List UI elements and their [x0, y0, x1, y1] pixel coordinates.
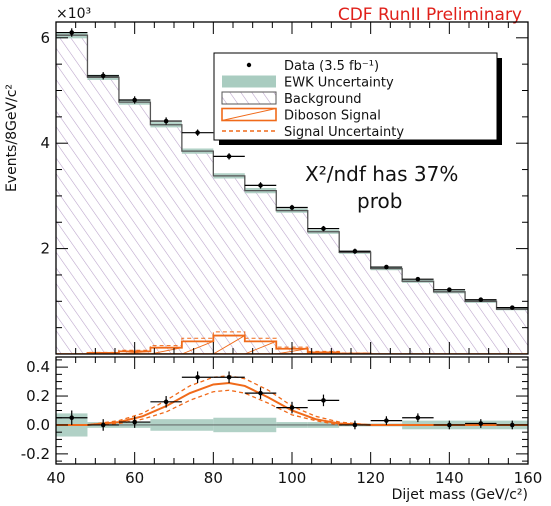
- x-tick-label: 60: [125, 469, 144, 487]
- background-outline: [56, 34, 528, 310]
- ratio-data-point: [352, 422, 358, 428]
- data-point: [100, 73, 106, 79]
- legend-hatch-symbol: [221, 91, 277, 105]
- legend-label: Background: [284, 92, 362, 107]
- ratio-data-point: [258, 390, 263, 396]
- x-tick-label: 80: [204, 469, 223, 487]
- ratio-data-point: [195, 374, 200, 380]
- ratio-data-point: [478, 421, 484, 426]
- signal-uncertainty-high-main: [56, 331, 528, 354]
- legend-label: Data (3.5 fb⁻¹): [284, 59, 379, 74]
- data-point: [447, 287, 452, 293]
- legend-label: Signal Uncertainty: [284, 125, 404, 140]
- data-point: [226, 154, 232, 159]
- diboson-signal-hatch-line: [181, 340, 214, 354]
- experiment-label: CDF RunII Preliminary: [338, 5, 522, 25]
- legend-label: Diboson Signal: [284, 109, 381, 124]
- x-tick-label: 160: [514, 469, 543, 487]
- x-axis-title: Dijet mass (GeV/c²): [392, 487, 528, 503]
- ratio-data-point: [100, 422, 106, 428]
- x-tick-label: 120: [356, 469, 385, 487]
- y-tick-label-main: 2: [40, 240, 50, 258]
- signal-uncertainty-high-curve: [56, 375, 528, 426]
- ratio-data-point: [69, 415, 75, 421]
- y-axis-title: Events/8GeV/c²: [4, 84, 20, 192]
- data-point: [289, 205, 295, 210]
- x-tick-label: 100: [278, 469, 307, 487]
- diboson-signal-histogram: [56, 334, 528, 354]
- data-point: [478, 297, 484, 303]
- background-hatch-fill: [56, 35, 528, 354]
- signal-curve: [56, 382, 528, 426]
- y-tick-label-ratio: 0.4: [26, 358, 50, 376]
- data-point: [258, 183, 263, 188]
- main-panel: 2 4 6: [40, 21, 529, 355]
- ratio-panel: -0.2 0.0 0.2 0.4 40 60 80 100 120 140 160: [21, 356, 543, 487]
- legend-band-symbol: [222, 75, 276, 88]
- data-point: [163, 118, 169, 124]
- ratio-data-point: [289, 405, 295, 410]
- ratio-data-point: [415, 415, 421, 421]
- diboson-signal-hatch-line: [244, 340, 277, 354]
- y-tick-label-main: 4: [40, 134, 50, 152]
- y-tick-label-ratio: 0.2: [26, 387, 50, 405]
- ratio-data-point: [384, 418, 389, 423]
- diboson-signal-hatch-line: [213, 335, 246, 354]
- chi2-annotation-line1: X²/ndf has 37%: [305, 162, 458, 186]
- y-tick-label-main: 6: [40, 29, 50, 47]
- data-point: [509, 305, 515, 310]
- legend-data-symbol: [246, 62, 252, 68]
- legend-label: EWK Uncertainty: [284, 76, 394, 91]
- diboson-signal-hatch-line: [150, 347, 182, 354]
- ratio-plot-area: [56, 371, 528, 437]
- data-point: [195, 130, 200, 135]
- ratio-data-point: [321, 398, 326, 403]
- data-point: [352, 248, 358, 254]
- ratio-data-point: [132, 419, 137, 425]
- data-point: [321, 226, 326, 231]
- y-exponent-label: ×10³: [56, 6, 91, 22]
- chi2-annotation-line2: prob: [357, 189, 402, 213]
- ratio-data-point: [163, 399, 169, 405]
- ratio-data-point: [509, 422, 515, 428]
- data-point: [384, 264, 389, 270]
- legend-signal-symbol: [221, 107, 277, 122]
- ratio-data-point: [447, 422, 452, 428]
- x-tick-label: 140: [435, 469, 464, 487]
- y-tick-label-ratio: 0.0: [26, 416, 50, 434]
- main-plot-area: [56, 28, 528, 354]
- data-point: [415, 276, 421, 282]
- legend: Data (3.5 fb⁻¹) EWK UncertaintyBackground…: [213, 52, 502, 145]
- y-tick-label-ratio: -0.2: [21, 445, 50, 463]
- x-tick-label: 40: [46, 469, 65, 487]
- data-point: [132, 97, 137, 103]
- legend-signal-hatch: [221, 108, 277, 121]
- data-point: [69, 30, 75, 35]
- ratio-data-point: [226, 374, 232, 380]
